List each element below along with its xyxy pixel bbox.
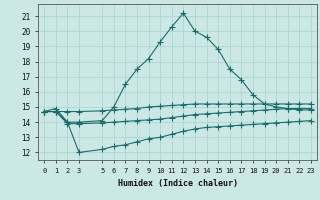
X-axis label: Humidex (Indice chaleur): Humidex (Indice chaleur) — [118, 179, 238, 188]
